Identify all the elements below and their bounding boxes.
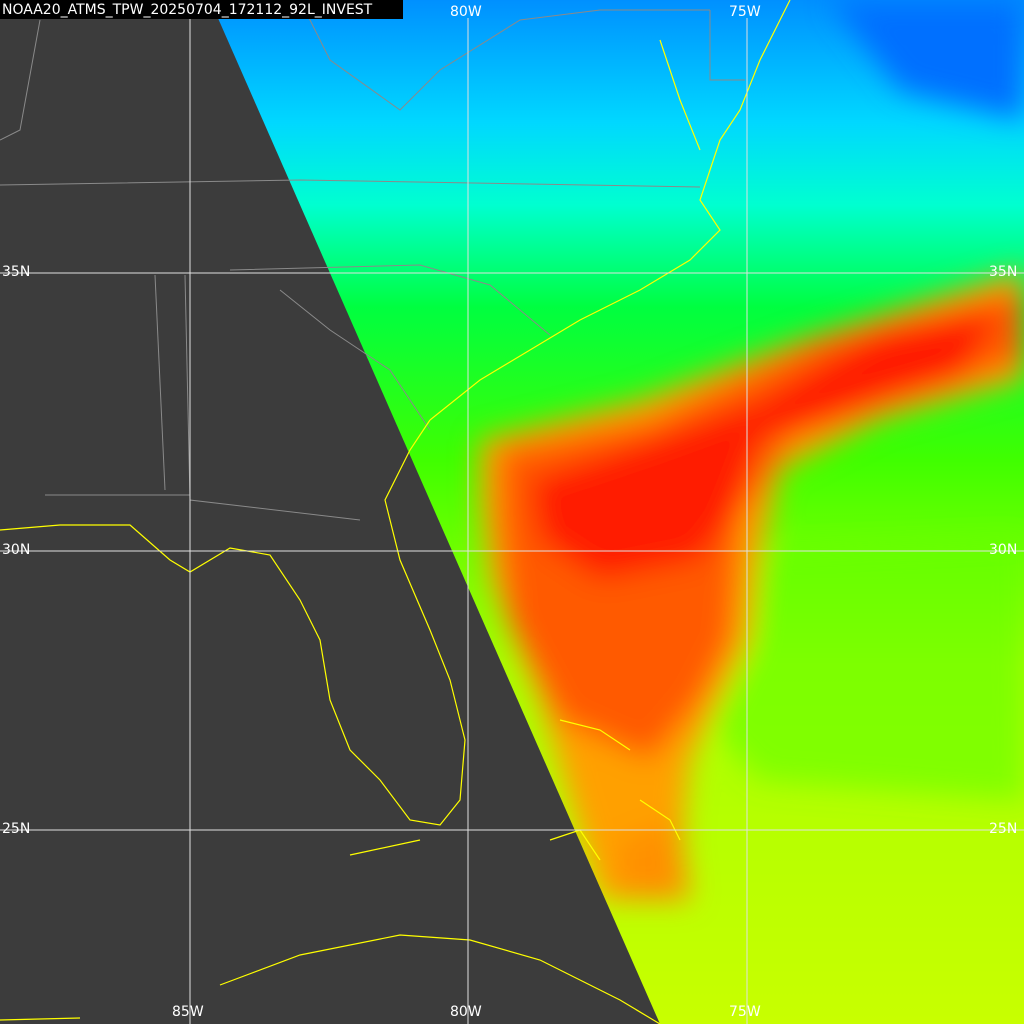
lat-label: 30N [989, 542, 1017, 558]
lat-label: 25N [989, 821, 1017, 837]
coastlines [0, 0, 791, 1024]
lat-label: 35N [989, 264, 1017, 280]
lon-label: 75W [729, 1004, 761, 1020]
lon-label: 80W [450, 4, 482, 20]
graticule [0, 18, 1024, 1024]
title: NOAA20_ATMS_TPW_20250704_172112_92L_INVE… [2, 2, 373, 18]
lon-label: 75W [729, 4, 761, 20]
moisture-plume [480, 0, 1024, 900]
lon-label: 85W [172, 1004, 204, 1020]
lon-label: 80W [450, 1004, 482, 1020]
lat-label: 30N [2, 542, 30, 558]
title-box [0, 0, 403, 19]
lat-label: 25N [2, 821, 30, 837]
lat-label: 35N [2, 264, 30, 280]
